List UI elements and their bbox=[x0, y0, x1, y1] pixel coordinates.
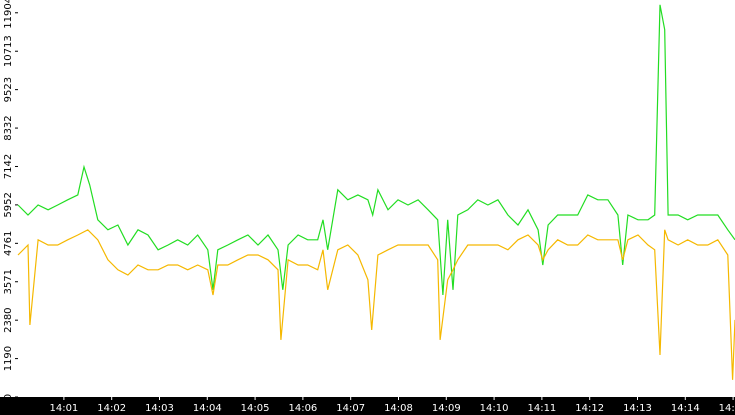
y-tick-label: 0 bbox=[3, 394, 14, 400]
x-tick-label: 14:04 bbox=[193, 403, 222, 414]
x-tick-label: 14:15 bbox=[719, 403, 735, 414]
line-series bbox=[17, 4, 735, 296]
x-tick-label: 14:14 bbox=[671, 403, 700, 414]
x-tick-label: 14:12 bbox=[575, 403, 604, 414]
x-tick-label: 14:05 bbox=[241, 403, 270, 414]
y-tick-label: 11904 bbox=[3, 0, 14, 29]
x-tick-label: 14:07 bbox=[336, 403, 365, 414]
x-tick-label: 14:11 bbox=[527, 403, 556, 414]
x-tick-label: 14:01 bbox=[49, 403, 78, 414]
x-tick-label: 14:03 bbox=[145, 403, 174, 414]
y-tick-label: 2380 bbox=[3, 307, 14, 332]
y-tick-label: 5952 bbox=[3, 192, 14, 217]
y-tick-label: 7142 bbox=[3, 154, 14, 179]
x-tick-label: 14:09 bbox=[432, 403, 461, 414]
y-tick-label: 9523 bbox=[3, 77, 14, 102]
x-axis-bar bbox=[0, 397, 735, 415]
y-tick-label: 8332 bbox=[3, 115, 14, 140]
line-series bbox=[17, 229, 735, 380]
x-tick-label: 14:02 bbox=[97, 403, 126, 414]
x-tick-label: 14:10 bbox=[480, 403, 509, 414]
y-tick-label: 3571 bbox=[3, 269, 14, 294]
x-tick-label: 14:06 bbox=[288, 403, 317, 414]
x-tick-label: 14:08 bbox=[384, 403, 413, 414]
x-tick-label: 14:13 bbox=[623, 403, 652, 414]
y-tick-label: 10713 bbox=[3, 35, 14, 67]
y-tick-label: 1190 bbox=[3, 346, 14, 371]
y-tick-label: 4761 bbox=[3, 231, 14, 256]
